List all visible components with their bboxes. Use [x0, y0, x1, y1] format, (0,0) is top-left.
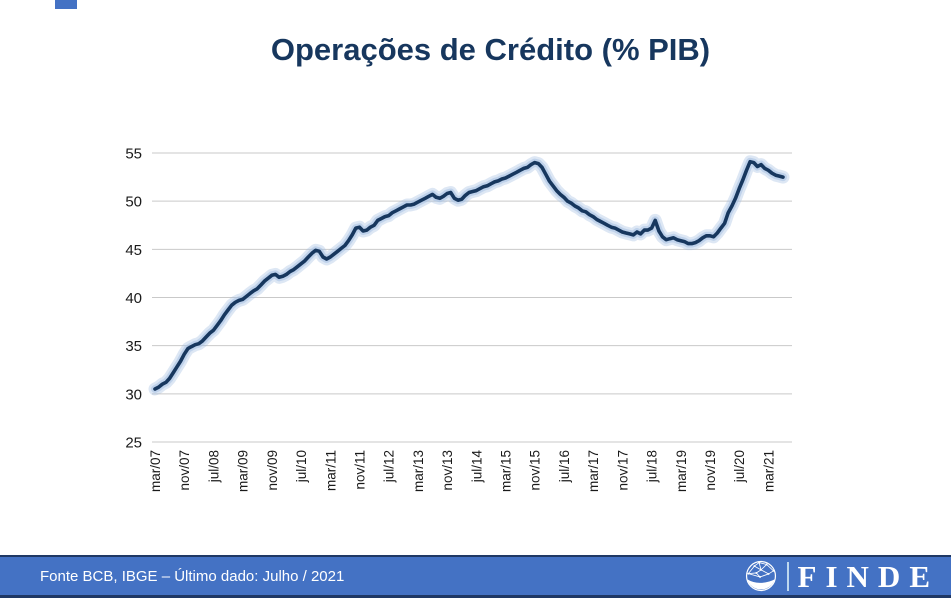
x-axis-tick-label: nov/11: [352, 450, 367, 490]
footer-bar: Fonte BCB, IBGE – Último dado: Julho / 2…: [0, 555, 951, 598]
x-axis-tick-label: nov/15: [528, 450, 543, 491]
x-axis-tick-label: nov/07: [177, 450, 192, 491]
x-axis-tick-label: mar/15: [499, 450, 514, 492]
x-axis-tick-label: jul/14: [469, 450, 484, 484]
x-axis-tick-label: mar/21: [761, 450, 776, 492]
x-axis-tick-label: mar/17: [586, 450, 601, 492]
footer-source-text: Fonte BCB, IBGE – Último dado: Julho / 2…: [40, 567, 345, 585]
x-axis-tick-label: mar/11: [323, 450, 338, 491]
finde-wordmark: FINDE: [797, 558, 939, 594]
globe-network-icon: [745, 560, 776, 592]
x-axis-tick-label: mar/13: [411, 450, 426, 492]
y-axis-tick-label: 45: [125, 242, 142, 259]
x-axis-tick-label: mar/07: [148, 450, 163, 492]
x-axis-tick-label: nov/17: [615, 450, 630, 491]
y-axis-tick-label: 55: [125, 146, 142, 163]
chart-title: Operações de Crédito (% PIB): [270, 32, 711, 67]
x-axis-tick-label: jul/10: [294, 450, 309, 483]
y-axis-tick-label: 40: [125, 290, 142, 307]
logo-divider: [786, 561, 789, 591]
y-axis-tick-label: 35: [125, 338, 142, 355]
x-axis-tick-label: nov/19: [703, 450, 718, 491]
finde-logo: FINDE: [744, 559, 941, 593]
x-axis-tick-label: nov/13: [440, 450, 455, 491]
credit-to-gdp-series-line: [153, 159, 785, 391]
x-axis-tick-label: jul/20: [732, 450, 747, 483]
y-axis-tick-label: 25: [125, 435, 142, 452]
top-left-accent-mark: [55, 0, 77, 9]
y-axis-tick-label: 30: [125, 386, 142, 403]
x-axis-tick-label: jul/16: [557, 450, 572, 483]
x-axis-tick-label: jul/12: [382, 450, 397, 483]
x-axis-tick-label: jul/08: [206, 450, 221, 483]
x-axis-tick-label: jul/18: [645, 450, 660, 483]
y-axis-tick-label: 50: [125, 194, 142, 211]
x-axis-tick-label: nov/09: [265, 450, 280, 491]
x-axis-tick-label: mar/09: [236, 450, 251, 492]
series-glow: [151, 157, 787, 393]
x-axis-tick-label: mar/19: [674, 450, 689, 492]
